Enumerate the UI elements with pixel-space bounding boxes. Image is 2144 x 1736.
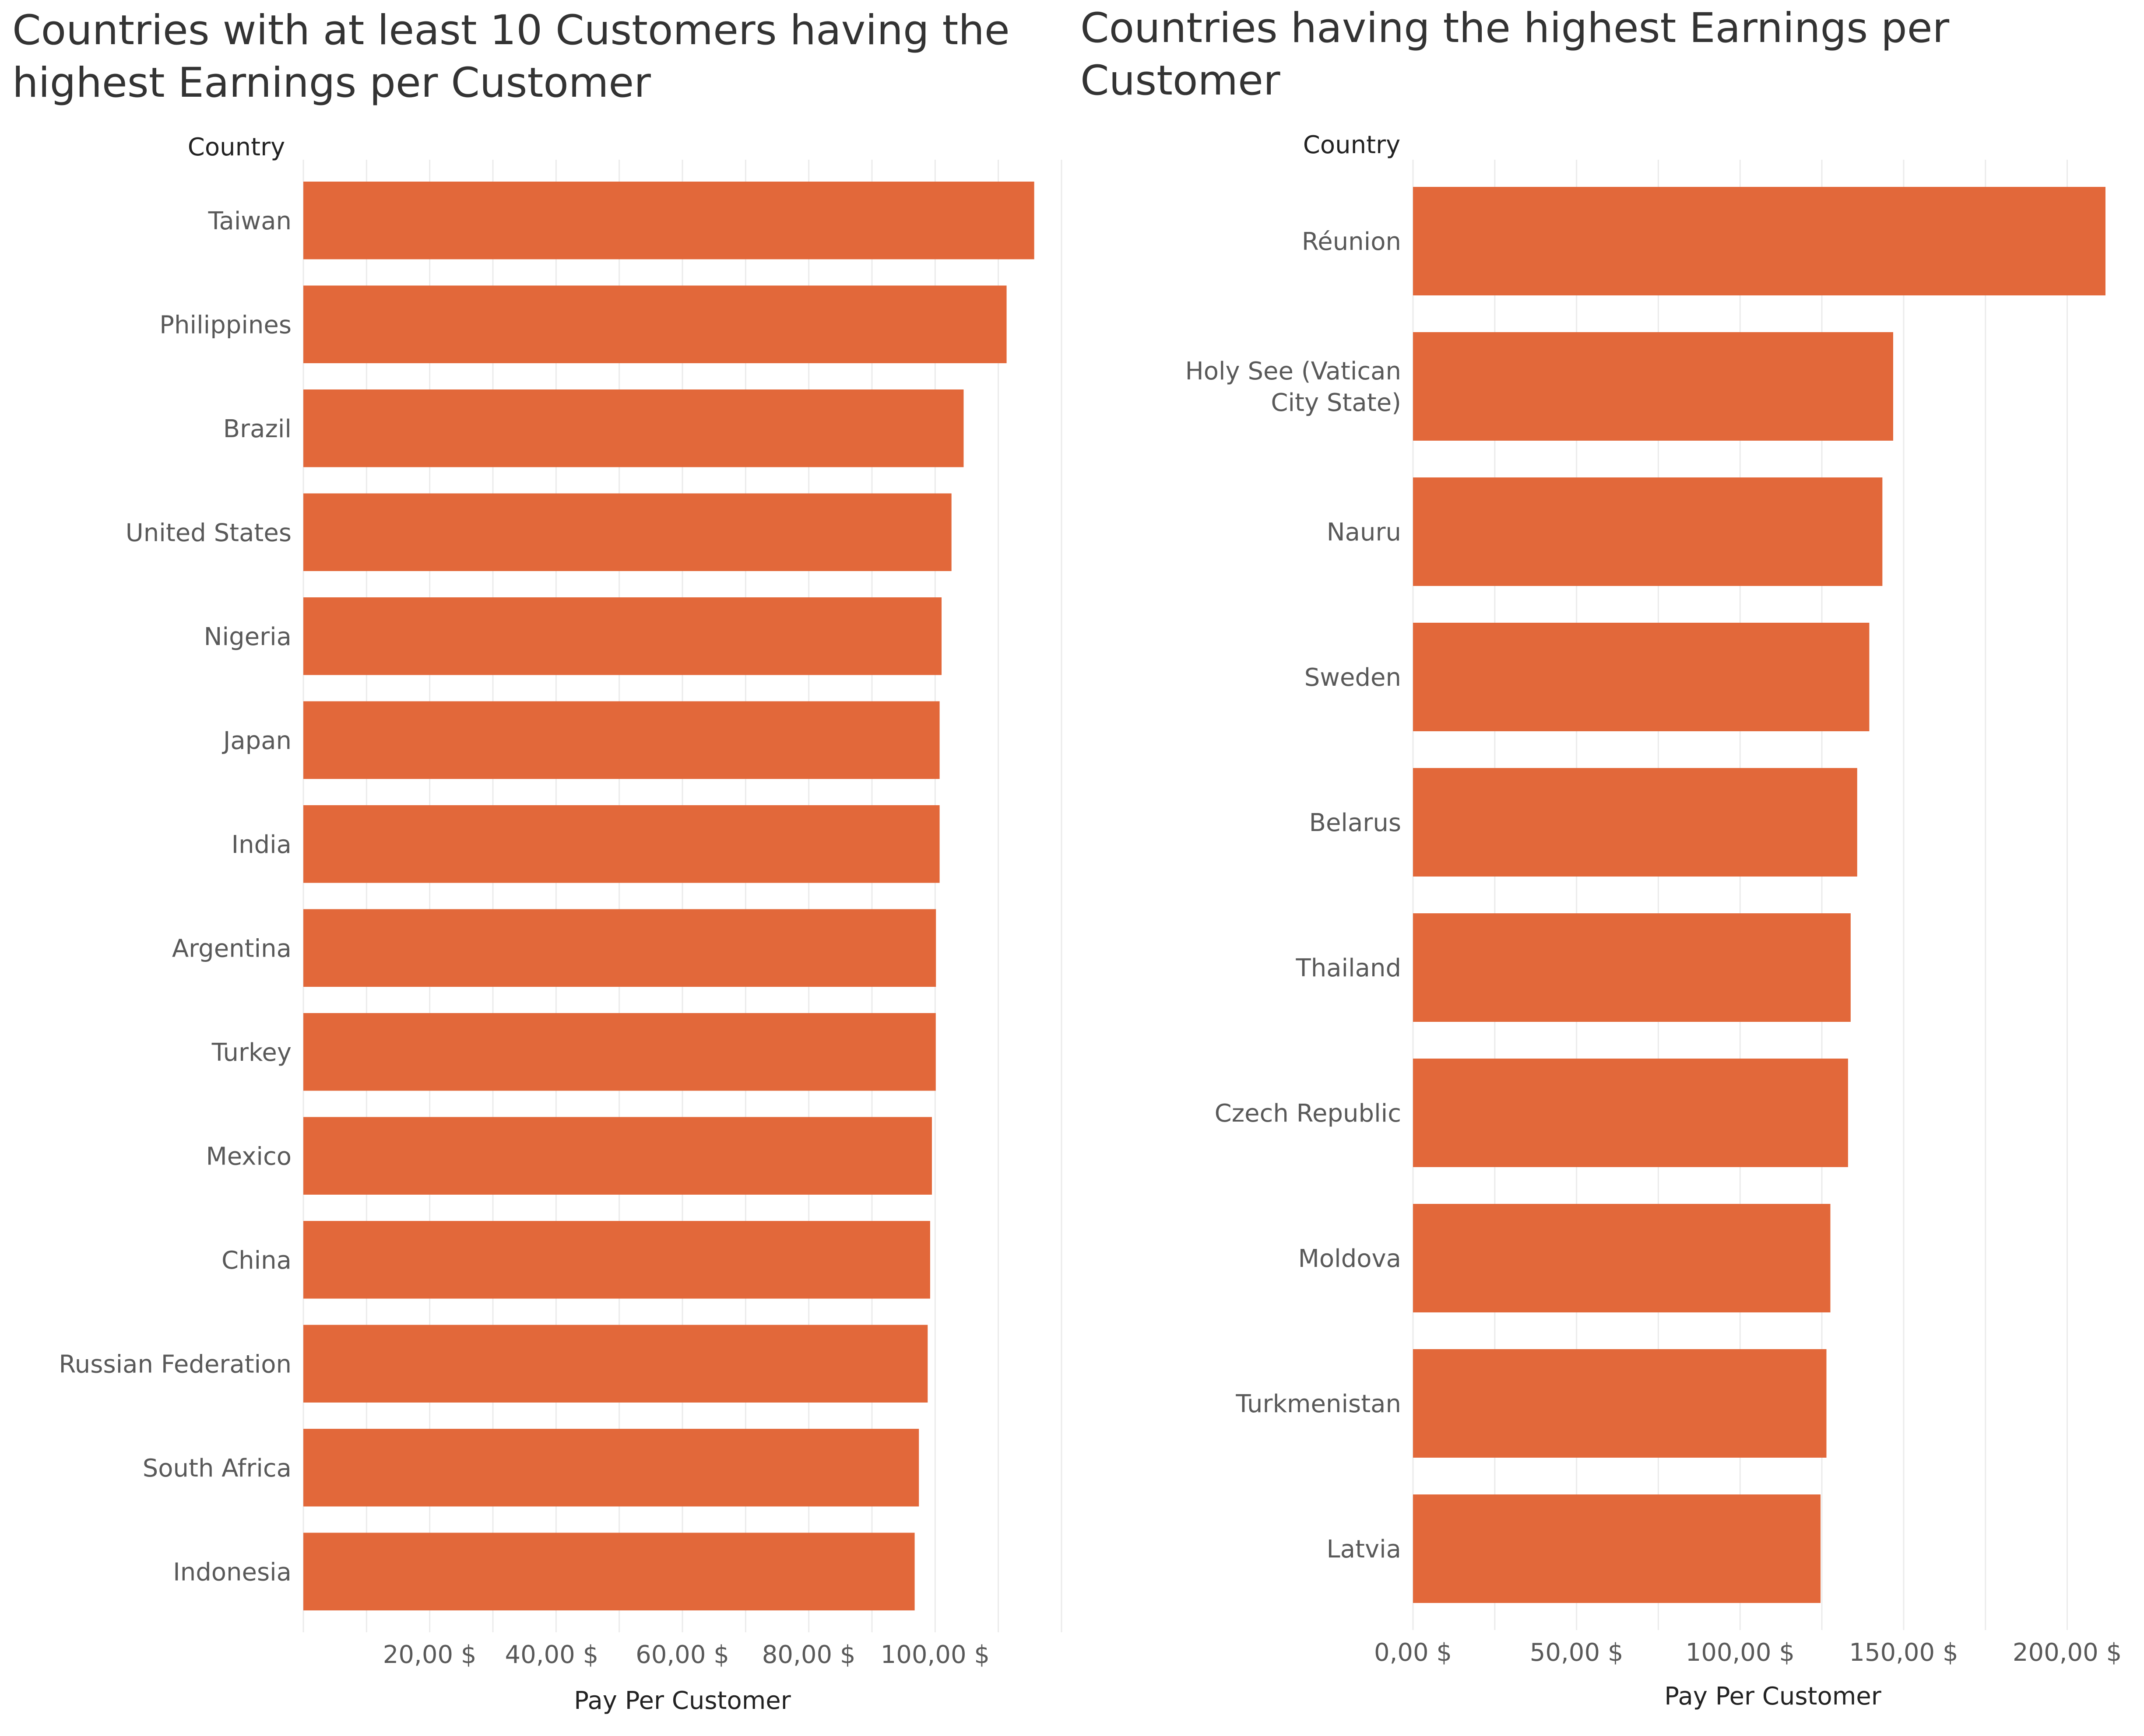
bar [1413, 187, 2105, 295]
x-tick-label: 40,00 $ [505, 1641, 598, 1669]
bar [303, 389, 964, 467]
x-tick-label: 80,00 $ [762, 1641, 856, 1669]
bar [303, 1221, 930, 1299]
y-axis-title: Country [1303, 131, 1400, 159]
bar [303, 1117, 932, 1195]
chart-panel-right: Countries having the highest Earnings pe… [1068, 0, 2144, 1736]
category-label: India [232, 831, 292, 859]
bar [303, 1013, 936, 1091]
bar [1413, 1204, 1831, 1312]
bar [1413, 913, 1851, 1022]
category-label: Moldova [1298, 1245, 1401, 1273]
category-label: Indonesia [173, 1558, 292, 1586]
bar-chart: Réunion Holy See (Vatican City State) Nauru… [1185, 131, 2122, 1711]
category-label: Philippines [159, 311, 292, 339]
bar [303, 493, 952, 571]
category-label: Taiwan [208, 207, 292, 235]
bar [303, 701, 940, 779]
bar [1413, 1349, 1827, 1458]
bar [303, 182, 1034, 260]
category-label: Turkmenistan [1235, 1390, 1401, 1418]
bar [1413, 623, 1870, 731]
bar [1413, 1494, 1821, 1603]
x-tick-label: 0,00 $ [1374, 1638, 1452, 1667]
category-label: Thailand [1296, 954, 1402, 982]
x-tick-label: 200,00 $ [2013, 1638, 2122, 1667]
category-label: Argentina [172, 934, 292, 963]
bar [303, 805, 940, 883]
bar [1413, 477, 1883, 586]
chart-title: Countries having the highest Earnings pe… [1080, 4, 1950, 105]
bar [303, 1325, 928, 1403]
bar [303, 1429, 919, 1507]
category-label: Turkey [211, 1038, 292, 1067]
category-label: Sweden [1304, 663, 1401, 692]
bar [303, 597, 942, 675]
bar [303, 909, 936, 987]
category-label: Nauru [1327, 518, 1401, 547]
category-label: Mexico [206, 1142, 292, 1171]
category-label: Belarus [1309, 809, 1401, 837]
bar [303, 1533, 915, 1610]
x-tick-label: 20,00 $ [383, 1641, 477, 1669]
category-label: Holy See (Vatican City State) [1185, 357, 1401, 417]
x-axis-title: Pay Per Customer [1664, 1682, 1882, 1711]
x-tick-label: 60,00 $ [636, 1641, 729, 1669]
category-label: United States [126, 519, 292, 547]
chart-panel-left: Countries with at least 10 Customers hav… [0, 0, 1068, 1736]
x-tick-label: 100,00 $ [1686, 1638, 1795, 1667]
category-label: China [221, 1246, 292, 1275]
bar [1413, 1059, 1848, 1167]
category-label: Latvia [1327, 1535, 1402, 1564]
chart-title: Countries with at least 10 Customers hav… [12, 7, 1010, 107]
x-tick-label: 150,00 $ [1849, 1638, 1958, 1667]
category-label: Réunion [1302, 228, 1401, 256]
x-tick-label: 100,00 $ [881, 1641, 990, 1669]
category-label: Japan [222, 726, 292, 755]
bar [1413, 332, 1893, 441]
category-label: Czech Republic [1215, 1099, 1401, 1128]
gridlines [302, 160, 1062, 1632]
category-label: Brazil [223, 415, 292, 443]
x-tick-label: 50,00 $ [1530, 1638, 1624, 1667]
y-axis-title: Country [188, 133, 285, 161]
category-label: Russian Federation [59, 1350, 292, 1378]
category-label: Nigeria [204, 623, 292, 651]
bar-chart: Taiwan Philippines Brazil United States Nige… [59, 133, 1062, 1715]
bar [1413, 768, 1857, 877]
x-axis-title: Pay Per Customer [574, 1687, 791, 1715]
category-label: South Africa [143, 1454, 292, 1483]
bar [303, 285, 1007, 363]
